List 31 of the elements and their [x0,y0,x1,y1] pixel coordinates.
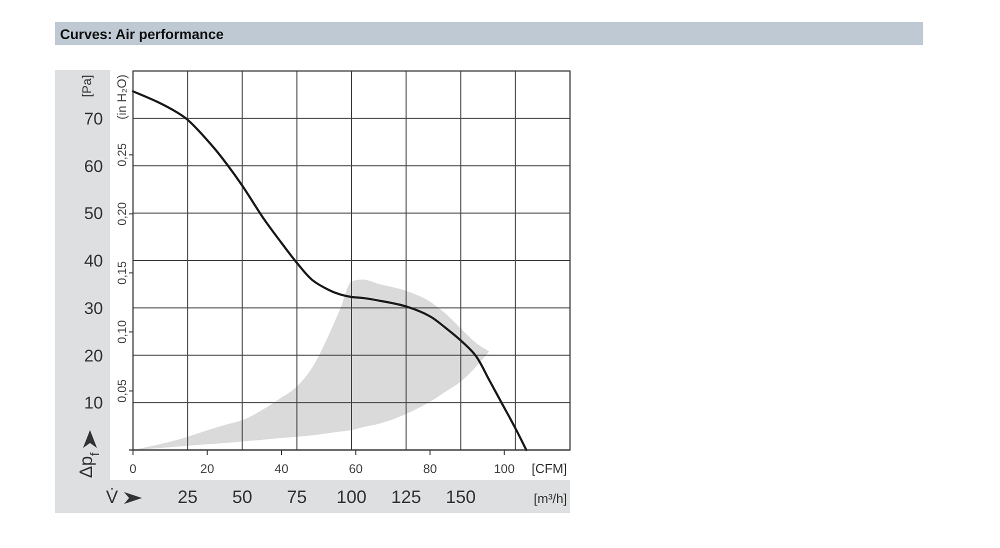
x-tick-label: 50 [232,487,252,507]
y-tick-label: 50 [84,204,103,224]
y-tick-label: 20 [84,346,103,366]
y2-tick-label: 0,25 [115,142,129,167]
x2-tick-label: 100 [494,462,515,476]
y2-axis-title: (in H₂O) [115,74,129,120]
y-tick-label: 30 [84,298,103,318]
line-series [132,90,528,452]
x-tick-label: 25 [178,487,198,507]
x2-axis-title: [CFM] [532,461,567,476]
chart-title: Curves: Air performance [60,26,224,42]
x-tick-label: 150 [446,487,476,507]
x-tick-label: 100 [336,487,367,507]
y2-tick-label: 0,15 [115,260,129,285]
y-axis-title: [Pa] [80,74,94,98]
y2-tick-label: 0,05 [115,378,129,403]
y-tick-label: 10 [84,394,103,413]
x2-tick-label: 80 [423,462,438,476]
x2-tick-label: 60 [348,462,363,476]
x2-tick-label: 40 [274,462,289,476]
y-tick-label: 40 [84,252,103,270]
text: V̇ [106,487,118,507]
x2-tick-label: 0 [130,462,137,476]
y-tick-label: 60 [84,156,103,176]
x-axis-title: [m³/h] [534,491,567,506]
x2-tick-label: 20 [200,462,214,476]
y2-tick-label: 0,10 [115,320,129,344]
y-tick-label: 70 [84,109,103,128]
y2-tick-label: 0,20 [115,202,129,226]
x-tick-label: 125 [391,487,422,507]
x-tick-label: 75 [286,487,307,507]
